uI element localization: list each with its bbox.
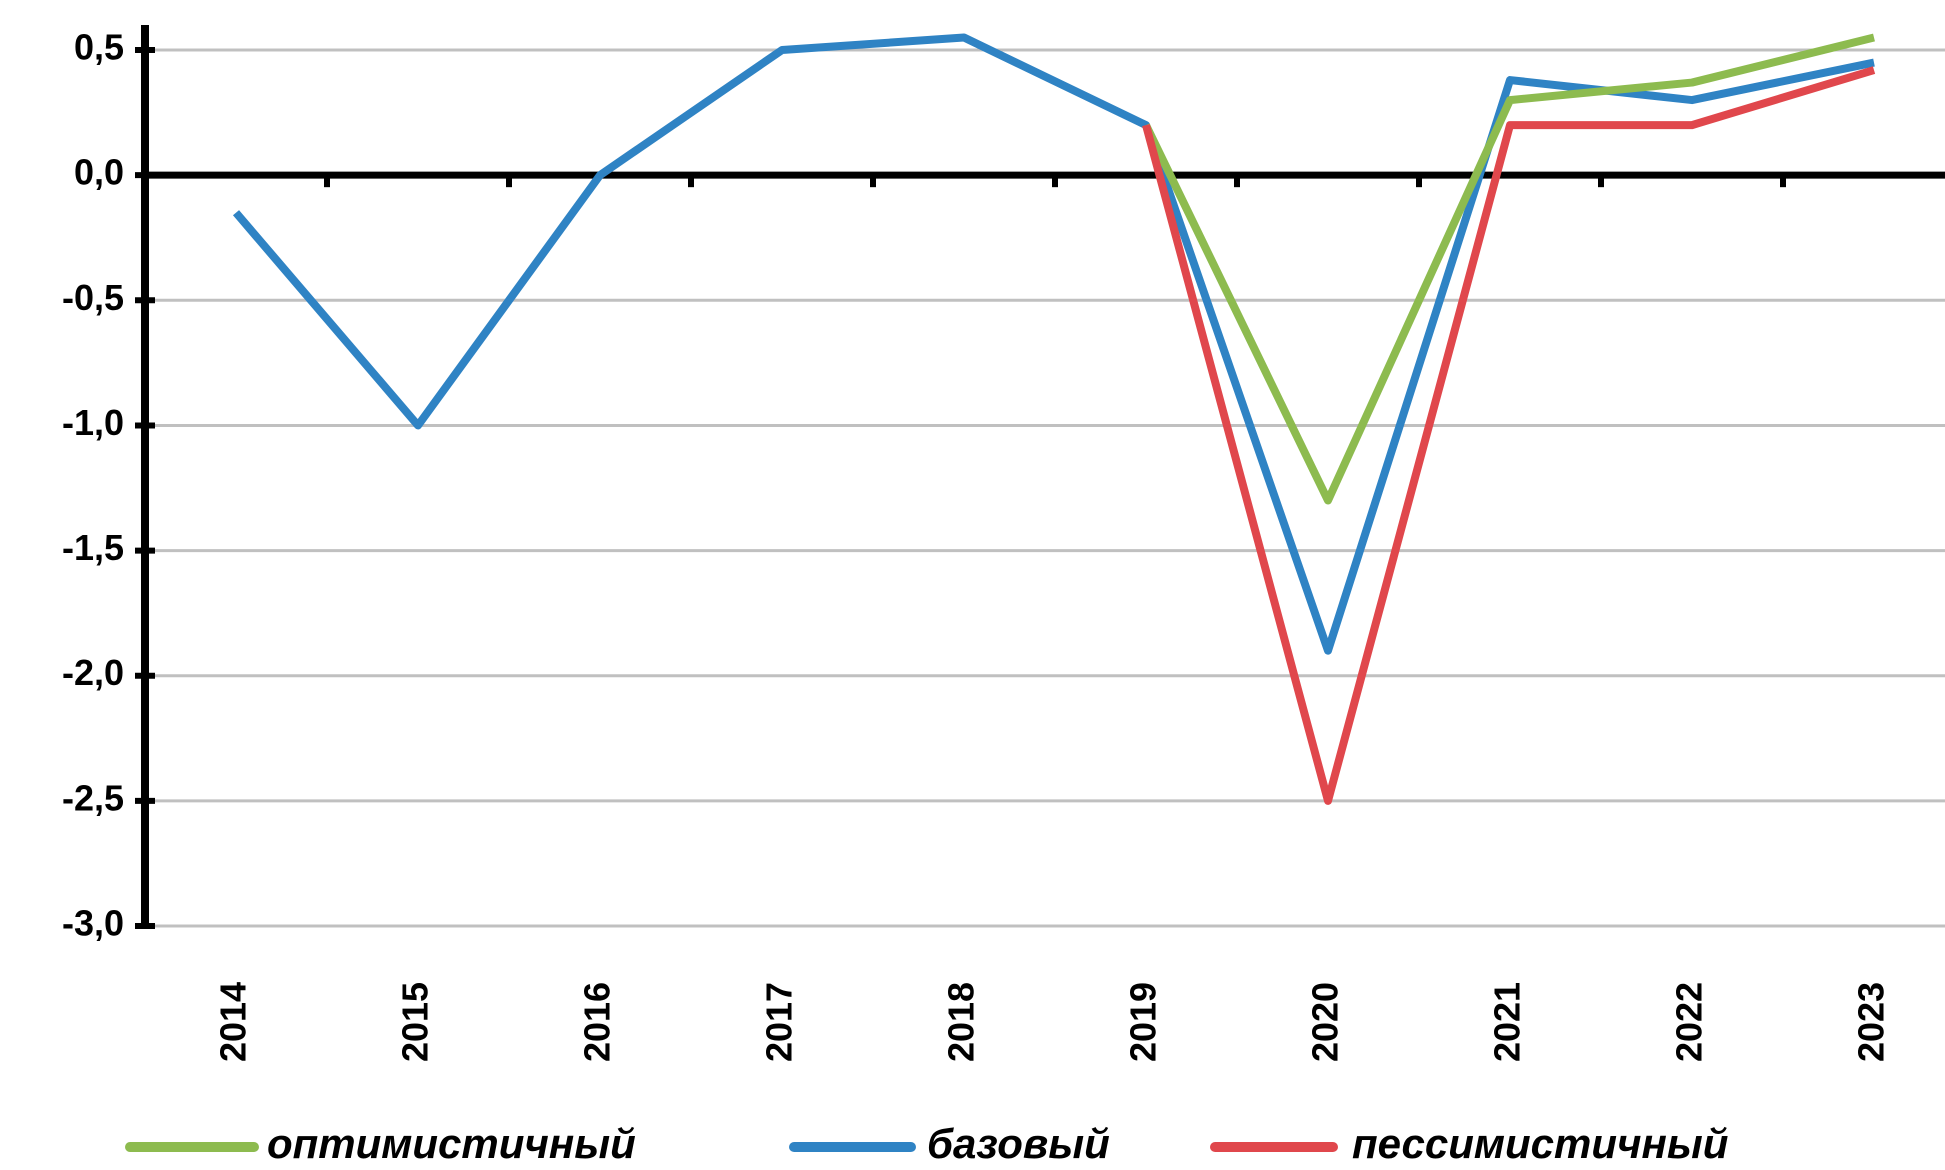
x-tick-label: 2023 <box>1851 982 1892 1062</box>
x-tick-label: 2020 <box>1305 982 1346 1062</box>
x-tick-label: 2019 <box>1123 982 1164 1062</box>
x-tick-label: 2014 <box>213 982 254 1062</box>
series-line <box>232 33 1875 655</box>
legend-label: базовый <box>927 1120 1110 1167</box>
x-tick-label: 2018 <box>941 982 982 1062</box>
y-tick-label: 0,0 <box>74 152 124 193</box>
series-line <box>1142 33 1875 505</box>
y-tick-label: 0,5 <box>74 27 124 68</box>
y-tick-label: -0,5 <box>62 277 124 318</box>
y-tick-label: -1,5 <box>62 527 124 568</box>
y-tick-label: -2,0 <box>62 652 124 693</box>
x-tick-label: 2022 <box>1669 982 1710 1062</box>
x-tick-label: 2015 <box>395 982 436 1062</box>
x-tick-label: 2017 <box>759 982 800 1062</box>
series-line <box>1142 66 1876 805</box>
x-tick-label: 2016 <box>577 982 618 1062</box>
y-tick-label: -1,0 <box>62 402 124 443</box>
y-tick-label: -3,0 <box>62 903 124 944</box>
legend-label: оптимистичный <box>267 1120 636 1167</box>
y-tick-label: -2,5 <box>62 777 124 818</box>
x-tick-label: 2021 <box>1487 982 1528 1062</box>
legend-label: пессимистичный <box>1352 1120 1728 1167</box>
